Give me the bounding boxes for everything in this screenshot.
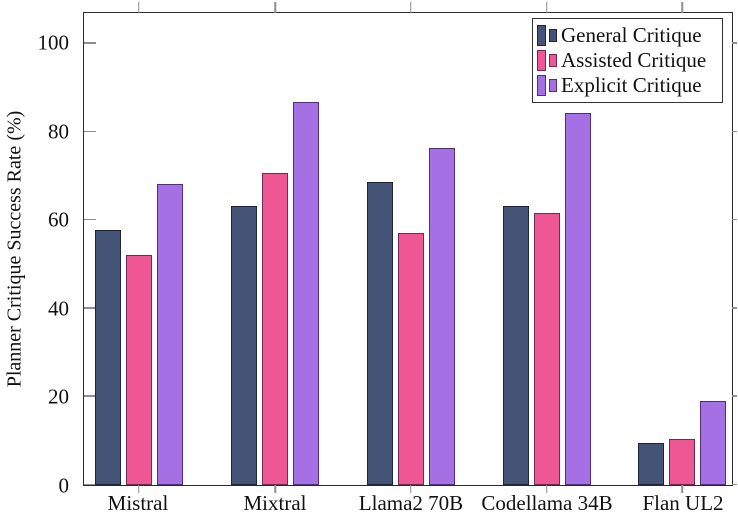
bar-assisted-critique-llama2-70b — [397, 232, 424, 485]
x-tick-mark-top — [545, 2, 548, 13]
x-category-label: Mistral — [107, 491, 169, 515]
legend-label: Assisted Critique — [561, 48, 707, 72]
legend-swatch-short — [549, 79, 557, 92]
y-tick-label: 60 — [48, 207, 69, 232]
legend-swatch-short — [549, 29, 557, 42]
y-tick-label: 40 — [48, 296, 69, 321]
legend: General Critique Assisted Critique Explici… — [532, 18, 723, 103]
x-tick-mark-top — [410, 2, 412, 13]
x-tick-mark-top — [274, 2, 277, 13]
bar-general-critique-llama2-70b — [366, 181, 393, 485]
legend-bar-swatch-icon — [537, 50, 557, 71]
x-tick-mark-bottom — [274, 485, 277, 493]
y-tick-mark-right — [732, 218, 737, 221]
y-tick-mark-left — [84, 218, 96, 221]
legend-item-assisted-critique: Assisted Critique — [537, 50, 718, 71]
bar-assisted-critique-mistral — [125, 254, 152, 485]
bar-general-critique-mixtral — [231, 205, 258, 485]
legend-label: Explicit Critique — [561, 73, 702, 97]
x-category-label: Flan UL2 — [642, 491, 724, 515]
x-category-label: Mixtral — [243, 491, 307, 515]
bar-group-codellama-34b — [502, 112, 591, 485]
y-tick-mark-left — [84, 307, 96, 309]
y-tick-label: 0 — [58, 473, 70, 498]
bar-general-critique-codellama-34b — [502, 205, 529, 485]
bar-group-llama2-70b — [366, 148, 455, 485]
bar-group-mistral — [94, 183, 183, 485]
y-tick-mark-right — [732, 483, 737, 485]
legend-swatch-tall — [537, 75, 546, 96]
legend-swatch-short — [549, 54, 557, 67]
y-tick-mark-right — [732, 42, 737, 44]
y-tick-mark-left — [84, 42, 96, 44]
x-tick-mark-bottom — [681, 485, 683, 493]
bar-assisted-critique-codellama-34b — [533, 212, 560, 485]
legend-bar-swatch-icon — [537, 25, 557, 46]
legend-swatch-tall — [537, 50, 546, 71]
y-tick-mark-left — [84, 483, 96, 485]
legend-item-explicit-critique: Explicit Critique — [537, 75, 718, 96]
x-axis-category-labels: Mistral Mixtral Llama2 70B Codellama 34B Fla… — [83, 491, 733, 519]
y-tick-mark-left — [84, 130, 96, 133]
x-tick-mark-bottom — [545, 485, 548, 493]
y-axis-title: Planner Critique Success Rate (%) — [3, 110, 26, 388]
bar-assisted-critique-mixtral — [262, 172, 289, 485]
bar-general-critique-mistral — [94, 230, 121, 485]
bar-explicit-critique-mixtral — [293, 101, 320, 485]
y-tick-label: 100 — [37, 30, 70, 55]
x-category-label: Llama2 70B — [358, 491, 464, 515]
legend-bar-swatch-icon — [537, 75, 557, 96]
x-tick-mark-bottom — [138, 485, 140, 493]
bar-explicit-critique-flan-ul2 — [700, 400, 727, 485]
y-tick-label: 80 — [48, 119, 69, 144]
x-tick-mark-bottom — [410, 485, 412, 493]
legend-swatch-tall — [537, 25, 546, 46]
y-tick-mark-right — [732, 395, 737, 397]
bar-explicit-critique-codellama-34b — [564, 112, 591, 485]
y-axis-tick-labels: 0 20 40 60 80 100 — [0, 12, 77, 496]
legend-item-general-critique: General Critique — [537, 25, 718, 46]
bar-assisted-critique-flan-ul2 — [669, 438, 696, 485]
bar-group-mixtral — [231, 101, 320, 485]
bar-explicit-critique-mistral — [156, 183, 183, 485]
y-tick-mark-right — [732, 130, 737, 133]
bar-group-flan-ul2 — [638, 400, 727, 485]
plot-area — [83, 2, 737, 493]
bar-general-critique-flan-ul2 — [638, 442, 665, 485]
x-tick-mark-top — [681, 2, 683, 13]
x-category-label: Codellama 34B — [481, 491, 613, 515]
y-tick-label: 20 — [48, 384, 69, 409]
y-tick-mark-right — [732, 307, 737, 309]
legend-label: General Critique — [561, 23, 702, 47]
x-tick-mark-top — [138, 2, 140, 13]
y-tick-mark-left — [84, 395, 96, 397]
bar-explicit-critique-llama2-70b — [428, 148, 455, 485]
